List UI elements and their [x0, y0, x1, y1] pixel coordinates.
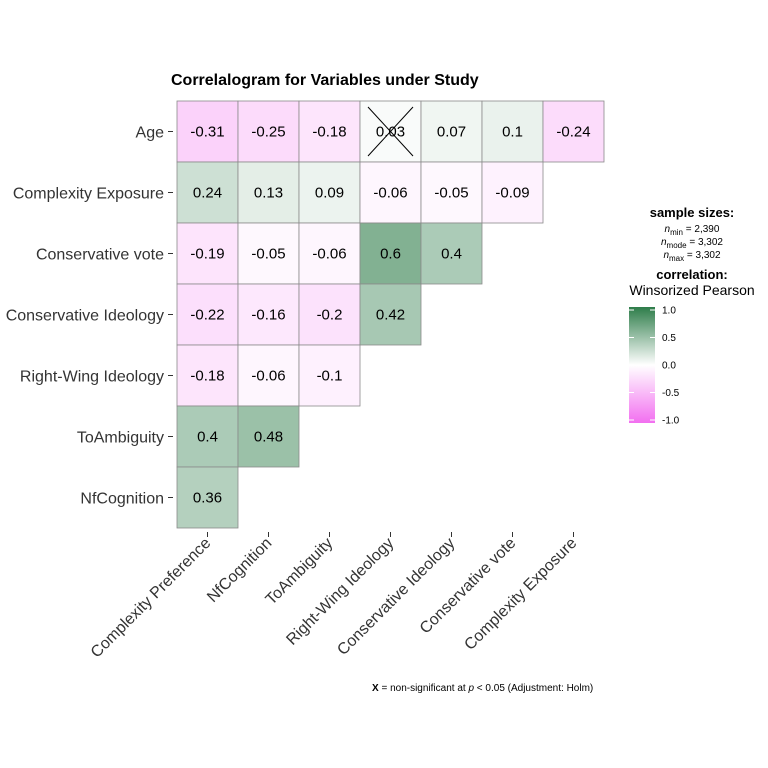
cell-value-label: 0.13 [254, 185, 283, 202]
n-mode-text: nmode = 3,302 [661, 237, 723, 250]
cell-value-label: -0.09 [495, 185, 529, 202]
heatmap-cell [176, 283, 239, 346]
cell-value-label: -0.1 [317, 368, 343, 385]
y-tick-label: ToAmbiguity [77, 430, 164, 447]
y-axis-labels: Age Complexity Exposure Conservative vote C… [6, 125, 173, 508]
heatmap-cell [542, 100, 605, 163]
cell-value-label: -0.18 [312, 124, 346, 141]
cell-value-label: -0.22 [190, 307, 224, 324]
heatmap-cell [359, 283, 422, 346]
heatmap-cell [298, 222, 361, 285]
cell-value-label: 0.36 [193, 490, 222, 507]
heatmap-cell [237, 161, 300, 224]
legend-tick-label: 0.5 [662, 333, 676, 344]
heatmap-cell [176, 100, 239, 163]
cell-value-label: 0.24 [193, 185, 222, 202]
y-tick-label: Conservative vote [36, 247, 164, 264]
cell-value-label: 0.4 [197, 429, 218, 446]
cell-value-label: 0.07 [437, 124, 466, 141]
y-tick-label: Age [136, 125, 165, 142]
legend-tick-label: -1.0 [662, 416, 680, 427]
heatmap-cell [481, 161, 544, 224]
nonsignificant-cross-line [367, 106, 414, 157]
cell-value-label: -0.16 [251, 307, 285, 324]
x-tick-label: Complexity Preference [88, 535, 215, 662]
x-tick-label: Conservative Ideology [334, 535, 458, 659]
cell-value-label: -0.31 [190, 124, 224, 141]
y-tick-label: Right-Wing Ideology [20, 369, 164, 386]
sample-sizes-title: sample sizes: [650, 205, 735, 220]
x-axis-labels: Complexity PreferenceNfCognitionToAmbigu… [88, 532, 580, 662]
x-tick-label: Right-Wing Ideology [283, 535, 397, 649]
significance-caption: X = non-significant at p < 0.05 (Adjustm… [372, 683, 593, 694]
cell-value-label: 0.09 [315, 185, 344, 202]
heatmap-cell [176, 405, 239, 468]
cell-value-label: 0.4 [441, 246, 462, 263]
cell-value-label: -0.19 [190, 246, 224, 263]
y-tick-label: Complexity Exposure [13, 186, 164, 203]
heatmap-cell [176, 466, 239, 529]
cell-value-label: 0.6 [380, 246, 401, 263]
correlation-subtitle: Winsorized Pearson [629, 282, 754, 298]
cell-value-label: -0.06 [251, 368, 285, 385]
heatmap-cell [237, 344, 300, 407]
legend-tick-label: 0.0 [662, 361, 676, 372]
cell-value-label: -0.06 [312, 246, 346, 263]
heatmap-cell [420, 161, 483, 224]
legend-tick-label: -0.5 [662, 388, 680, 399]
x-tick-label: Complexity Exposure [461, 535, 580, 654]
n-max-text: nmax = 3,302 [663, 250, 721, 263]
legend-tick-label: 1.0 [662, 306, 676, 317]
heatmap-cell [359, 222, 422, 285]
heatmap-cell [237, 100, 300, 163]
cell-value-label: -0.05 [434, 185, 468, 202]
cell-value-label: -0.18 [190, 368, 224, 385]
cell-value-label: -0.24 [556, 124, 590, 141]
heatmap-cell [420, 222, 483, 285]
n-min-text: nmin = 2,390 [665, 224, 720, 237]
heatmap-cell [176, 161, 239, 224]
y-tick-label: Conservative Ideology [6, 308, 164, 325]
heatmap-cell [237, 222, 300, 285]
color-bar-ticks: 1.0 0.5 0.0 -0.5 -1.0 [629, 306, 680, 427]
y-tick-label: NfCognition [80, 491, 164, 508]
chart-title: Correlalogram for Variables under Study [171, 72, 479, 89]
cell-value-label: -0.25 [251, 124, 285, 141]
legend: sample sizes: nmin = 2,390 nmode = 3,302… [629, 205, 755, 427]
heatmap-cell [237, 283, 300, 346]
cell-value-label: -0.2 [317, 307, 343, 324]
cell-value-label: -0.06 [373, 185, 407, 202]
cell-value-label: 0.1 [502, 124, 523, 141]
correlation-title: correlation: [656, 267, 728, 282]
cell-value-label: 0.48 [254, 429, 283, 446]
heatmap-cell [298, 100, 361, 163]
heatmap-cell [298, 283, 361, 346]
cell-value-label: 0.42 [376, 307, 405, 324]
heatmap-cell [298, 344, 361, 407]
cell-value-label: -0.05 [251, 246, 285, 263]
heatmap-cells: -0.31-0.25-0.180.030.070.1-0.240.240.130… [176, 100, 605, 529]
heatmap-cell [237, 405, 300, 468]
